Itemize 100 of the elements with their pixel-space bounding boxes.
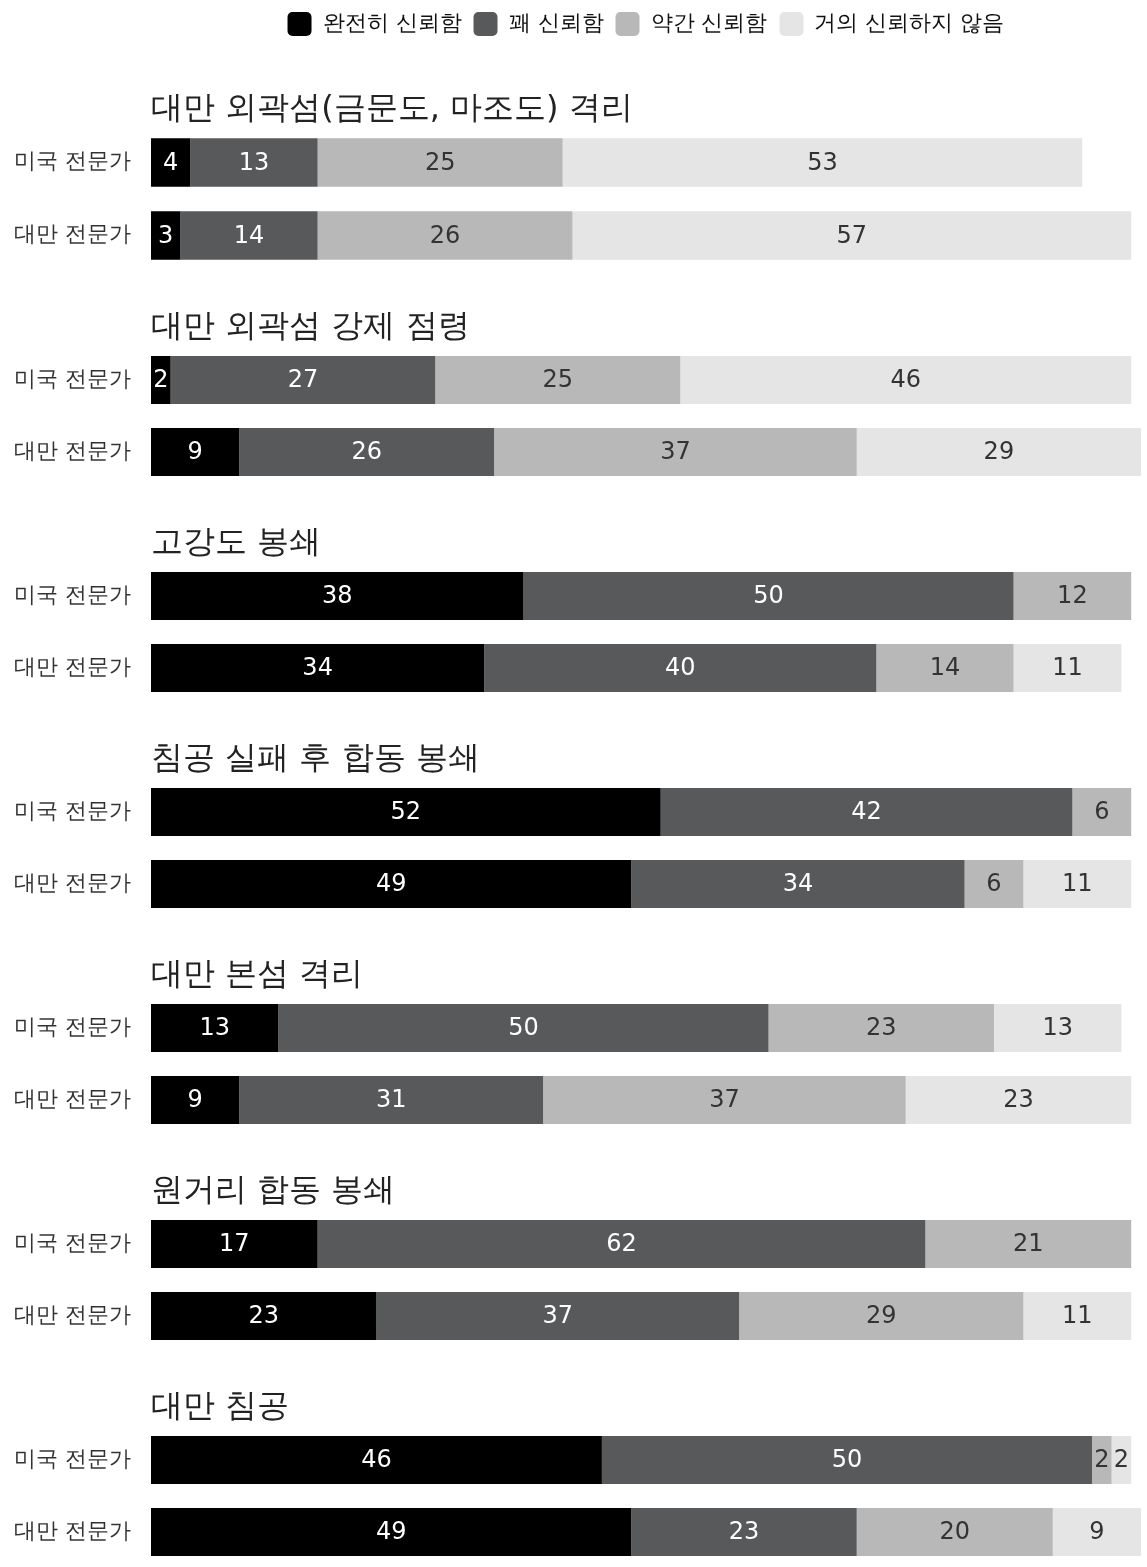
bar	[151, 1219, 318, 1269]
bar	[376, 1291, 740, 1341]
bar	[631, 1507, 857, 1557]
data-label: 23	[728, 1517, 760, 1546]
y-tick-label: 미국 전문가	[14, 797, 131, 823]
bar	[317, 1219, 926, 1269]
data-label: 29	[983, 437, 1015, 466]
data-label: 37	[660, 437, 691, 466]
data-label: 37	[709, 1085, 740, 1114]
bar	[739, 1291, 1024, 1341]
data-label: 2	[153, 365, 169, 394]
bar	[151, 1435, 602, 1485]
data-label: 23	[248, 1301, 279, 1330]
bar	[151, 571, 524, 621]
bar	[239, 427, 495, 477]
data-label: 62	[606, 1229, 637, 1258]
bar	[1023, 1291, 1132, 1341]
bar	[660, 787, 1073, 837]
data-label: 14	[233, 220, 265, 249]
bar	[151, 643, 485, 693]
bar	[317, 211, 573, 260]
bar	[905, 1075, 1132, 1125]
bar	[1052, 1507, 1141, 1557]
data-label: 4	[162, 147, 179, 176]
bar	[768, 1003, 994, 1053]
bar	[151, 355, 171, 405]
y-tick-label: 대만 전문가	[14, 437, 131, 463]
bar	[239, 1075, 544, 1125]
data-label: 53	[807, 147, 838, 176]
data-label: 3	[158, 220, 174, 249]
bar	[151, 859, 632, 909]
bar	[435, 355, 681, 405]
bar	[601, 1435, 1092, 1485]
data-label: 13	[238, 147, 270, 176]
bar	[523, 571, 1014, 621]
data-label: 42	[851, 797, 882, 826]
data-label: 12	[1057, 581, 1088, 610]
data-label: 57	[836, 220, 868, 249]
data-label: 21	[1013, 1229, 1044, 1258]
bar	[925, 1219, 1132, 1269]
data-label: 49	[375, 1517, 407, 1546]
bar	[151, 787, 661, 837]
data-label: 20	[939, 1517, 971, 1546]
bar	[151, 427, 240, 477]
data-label: 9	[187, 1085, 203, 1114]
y-tick-label: 대만 전문가	[14, 653, 131, 679]
data-label: 25	[424, 147, 456, 176]
bar	[1091, 1435, 1112, 1485]
bar	[572, 211, 1132, 260]
y-tick-label: 미국 전문가	[14, 1445, 131, 1471]
chart-title: 고강도 봉쇄	[151, 522, 322, 561]
bar	[543, 1075, 906, 1125]
bar	[494, 427, 857, 477]
bar	[1013, 643, 1122, 693]
data-label: 11	[1062, 1301, 1093, 1330]
y-tick-label: 대만 전문가	[14, 221, 131, 247]
chart-title: 대만 외곽섬 강제 점령	[151, 306, 470, 345]
data-label: 34	[302, 653, 333, 682]
data-label: 11	[1052, 653, 1083, 682]
bar	[680, 355, 1132, 405]
data-label: 23	[865, 1013, 897, 1042]
data-label: 29	[865, 1301, 897, 1330]
data-label: 46	[361, 1445, 392, 1474]
chart-title: 대만 외곽섬(금문도, 마조도) 격리	[151, 88, 633, 127]
bar	[151, 1291, 377, 1341]
y-tick-label: 미국 전문가	[14, 1229, 131, 1255]
data-label: 6	[986, 869, 1002, 898]
bar	[876, 643, 1014, 693]
y-tick-label: 미국 전문가	[14, 581, 131, 607]
chart-title: 대만 본섬 격리	[151, 954, 364, 993]
data-label: 26	[351, 437, 382, 466]
data-label: 46	[890, 365, 922, 394]
legend-label: 거의 신뢰하지 않음	[814, 9, 1005, 35]
data-label: 6	[1094, 797, 1110, 826]
bar	[1013, 571, 1132, 621]
bar	[856, 427, 1141, 477]
legend-label: 완전히 신뢰함	[322, 9, 462, 35]
data-label: 23	[1003, 1085, 1034, 1114]
bar	[1023, 859, 1132, 909]
bar	[151, 138, 191, 187]
data-label: 31	[375, 1085, 407, 1114]
bar	[151, 1003, 279, 1053]
data-label: 37	[542, 1301, 574, 1330]
data-label: 9	[1089, 1517, 1105, 1546]
data-label: 17	[219, 1229, 250, 1258]
data-label: 49	[375, 869, 407, 898]
y-tick-label: 미국 전문가	[14, 1013, 131, 1039]
bar	[964, 859, 1024, 909]
data-label: 50	[753, 581, 784, 610]
bar	[562, 138, 1083, 187]
y-tick-label: 대만 전문가	[14, 1517, 131, 1543]
bar	[190, 138, 318, 187]
legend-label: 약간 신뢰함	[650, 9, 768, 35]
y-tick-label: 대만 전문가	[14, 1301, 131, 1327]
data-label: 9	[187, 437, 203, 466]
bar	[151, 1507, 632, 1557]
data-label: 26	[429, 220, 461, 249]
bar	[180, 211, 318, 260]
y-tick-label: 미국 전문가	[14, 148, 131, 174]
legend-label: 꽤 신뢰함	[508, 9, 604, 35]
